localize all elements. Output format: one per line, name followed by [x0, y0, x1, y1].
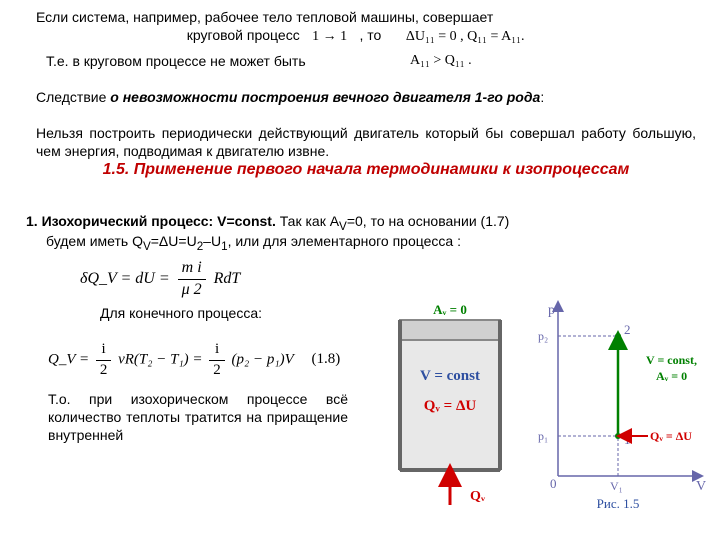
cons-pre: Следствие	[36, 89, 110, 105]
eq5-n2: i	[209, 340, 225, 361]
iso2-a: будем иметь Q	[46, 233, 143, 249]
eq-finite: Q_V = i 2 νR(T₂ − T₁) = i 2 (p₂ − p₁)V (…	[48, 340, 340, 380]
iso-t1: Так как А	[276, 213, 339, 229]
vessel-label-1: V = const	[420, 368, 480, 384]
eq-differential: δQ_V = dU = m i μ 2 RdT	[80, 258, 240, 301]
vessel-diagram: V = const Qᵥ = ΔU Aᵥ = 0 Qᵥ	[380, 300, 520, 510]
fig-caption: Рис. 1.5	[597, 496, 640, 511]
section-heading: 1.5. Применение первого начала термодина…	[36, 160, 696, 181]
vessel-label-2: Qᵥ = ΔU	[424, 398, 477, 414]
tick-p1: p₁	[538, 429, 548, 443]
tick-p2: p₂	[538, 329, 548, 343]
chart-side1: V = const,	[646, 353, 697, 367]
eq5-m2: (p₂ − p₁)V	[232, 351, 294, 367]
eq5-tag: (1.8)	[312, 351, 341, 367]
eq-cycle: 1 → 1	[304, 28, 356, 46]
tick-v1: V₁	[610, 479, 623, 493]
para-consequence: Следствие о невозможности построения веч…	[36, 88, 696, 106]
para-conclusion: Т.о. при изохорическом процессе всё коли…	[48, 390, 348, 445]
pv-chart: p V 0 1 2 p₂ p₁ V₁ Qᵥ = ΔU V = const, Aᵥ…	[528, 296, 718, 516]
para-intro-line2: круговой процесс 1 → 1 , то ΔU₁₁ = 0 , Q…	[36, 26, 696, 46]
axis-p: p	[548, 303, 555, 318]
para-perpetual: Нельзя построить периодически действующи…	[36, 124, 696, 160]
para-finite: Для конечного процесса:	[100, 304, 280, 322]
eq5-m1: νR(T₂ − T₁) =	[118, 351, 202, 367]
cons-colon: :	[540, 89, 544, 105]
iso2-s1: V	[143, 240, 151, 253]
vessel-av: Aᵥ = 0	[433, 302, 467, 317]
intro-text-a: круговой процесс	[187, 27, 300, 43]
pt-2: 2	[624, 322, 631, 337]
iso-t2: =0, то на основании (1.7)	[347, 213, 510, 229]
eq5-pre: Q_V =	[48, 351, 89, 367]
eq4-den: μ 2	[178, 280, 206, 301]
iso-label: 1. Изохорический процесс: V=const.	[26, 213, 276, 229]
iso2-b: =ΔU=U	[151, 233, 197, 249]
axis-v: V	[696, 479, 706, 494]
eq4-left: δQ_V = dU =	[80, 270, 170, 287]
eq-dU: ΔU₁₁ = 0 , Q₁₁ = A₁₁.	[385, 28, 545, 46]
iso-sub: V	[339, 220, 347, 233]
chart-side2: Aᵥ = 0	[656, 369, 687, 383]
iso2-d: , или для элементарного процесса :	[228, 233, 461, 249]
intro-text-b: , то	[359, 27, 381, 43]
eq5-d1: 2	[96, 361, 112, 381]
eq4-right: RdT	[214, 270, 241, 287]
eq5-n1: i	[96, 340, 112, 361]
iso2-c: –U	[203, 233, 221, 249]
para-isochoric-1: 1. Изохорический процесс: V=const. Так к…	[26, 212, 706, 234]
eq4-num: m i	[178, 258, 206, 280]
eq-A-gt-Q: A₁₁ > Q₁₁ .	[410, 52, 540, 70]
para-cyclic: Т.е. в круговом процессе не может быть	[46, 52, 366, 70]
eq5-d2: 2	[209, 361, 225, 381]
cons-bold: о невозможности построения вечного двига…	[110, 89, 540, 105]
svg-text:0: 0	[550, 476, 557, 491]
pt-1: 1	[624, 432, 631, 447]
chart-side3: Qᵥ = ΔU	[650, 429, 692, 443]
vessel-qv: Qᵥ	[470, 489, 486, 504]
para-intro-line1: Если система, например, рабочее тело теп…	[36, 8, 696, 26]
para-isochoric-2: будем иметь QV=ΔU=U2–U1, или для элемент…	[46, 232, 706, 254]
